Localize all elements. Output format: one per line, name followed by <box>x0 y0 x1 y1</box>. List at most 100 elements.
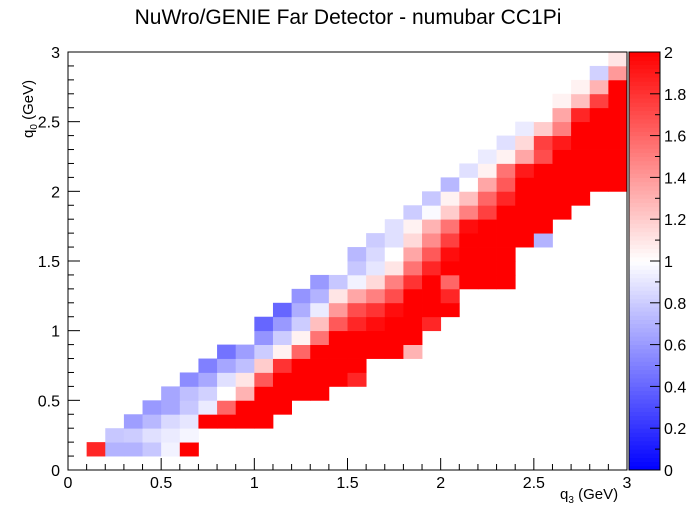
color-scale-band <box>629 240 660 245</box>
color-scale-band <box>629 72 660 78</box>
color-scale-band <box>629 97 660 103</box>
heatmap-cell <box>515 205 535 220</box>
color-scale-band <box>629 135 660 141</box>
y-tick-label: 1.5 <box>38 254 60 271</box>
color-scale-band <box>629 428 660 433</box>
color-scale-band <box>629 382 660 387</box>
heatmap-cell <box>254 316 274 332</box>
color-scale-band <box>629 373 660 379</box>
color-scale-band <box>629 198 660 203</box>
heatmap-cell <box>608 52 628 67</box>
heatmap-cell <box>179 428 199 443</box>
heatmap-cell <box>105 428 125 443</box>
color-scale-band <box>629 290 660 295</box>
color-scale-band <box>629 432 660 438</box>
heatmap-cell <box>403 205 423 220</box>
heatmap-cell <box>179 414 199 429</box>
color-scale-label: 0.6 <box>664 338 686 355</box>
heatmap-cell <box>217 400 237 415</box>
color-scale-band <box>629 118 660 124</box>
heatmap-cell <box>366 247 386 262</box>
heatmap-cell <box>552 121 572 136</box>
heatmap-cell <box>533 191 553 206</box>
heatmap-cell <box>552 177 572 192</box>
heatmap-cell <box>533 135 553 150</box>
heatmap-cell <box>347 372 367 387</box>
color-scale-band <box>629 352 660 358</box>
heatmap-cell <box>533 233 553 248</box>
color-scale-band <box>629 269 660 275</box>
heatmap-cell <box>477 191 497 206</box>
heatmap-cell <box>571 121 591 136</box>
heatmap-cell <box>366 344 386 359</box>
color-scale-band <box>629 143 660 149</box>
color-scale-band <box>629 311 660 316</box>
heatmap-cell <box>422 247 442 262</box>
color-scale-label: 2 <box>664 45 673 62</box>
y-tick-label: 3 <box>51 45 60 62</box>
heatmap-cell <box>254 414 274 429</box>
heatmap-cell <box>347 261 367 276</box>
heatmap-cell <box>198 358 218 373</box>
x-tick-label: 0.5 <box>150 475 172 492</box>
heatmap-cell <box>440 261 460 276</box>
heatmap-cell <box>608 149 628 164</box>
x-axis-label: q3 (GeV) <box>560 486 619 506</box>
color-scale-band <box>629 398 660 404</box>
heatmap-cell <box>459 191 479 206</box>
color-scale-band <box>629 210 660 216</box>
heatmap-cell <box>440 177 460 192</box>
heatmap-cell <box>291 386 311 401</box>
heatmap-cell <box>310 344 330 359</box>
color-scale-band <box>629 319 660 325</box>
heatmap-cell <box>384 233 404 248</box>
color-scale-label: 1.8 <box>664 87 686 104</box>
color-scale-band <box>629 277 660 283</box>
heatmap-cell <box>477 219 497 234</box>
color-scale-band <box>629 60 660 66</box>
color-scale-band <box>629 152 660 157</box>
color-scale-band <box>629 315 660 321</box>
heatmap-cell <box>496 233 516 248</box>
heatmap-cell <box>459 219 479 234</box>
heatmap-cell <box>272 386 292 401</box>
heatmap-cell <box>533 163 553 178</box>
heatmap-cell <box>347 274 367 290</box>
heatmap-cell <box>496 261 516 276</box>
heatmap-cell <box>328 302 348 318</box>
heatmap-cell <box>459 205 479 220</box>
color-scale-label: 0.8 <box>664 296 686 313</box>
color-scale-band <box>629 444 660 450</box>
heatmap-cell <box>328 288 348 304</box>
color-scale-band <box>629 52 660 57</box>
color-scale-band <box>629 235 660 241</box>
color-scale-band <box>629 440 660 446</box>
heatmap-cell <box>589 121 609 136</box>
heatmap-cell <box>328 358 348 373</box>
color-scale-band <box>629 357 660 362</box>
axes: 0 0.5 1 1.5 2 2.5 3 0 0.5 1 1.5 2 2.5 3 <box>38 45 632 492</box>
heatmap-cell <box>571 191 591 206</box>
color-scale-band <box>629 131 660 137</box>
heatmap-cell <box>384 247 404 262</box>
heatmap-cell <box>179 442 199 457</box>
heatmap-cell <box>422 302 442 318</box>
color-scale-band <box>629 56 660 61</box>
heatmap-cell <box>105 442 125 457</box>
color-scale-band <box>629 223 660 229</box>
heatmap-cell <box>142 414 162 429</box>
color-scale-band <box>629 148 660 153</box>
x-tick-label: 2 <box>436 475 445 492</box>
heatmap-cell <box>440 274 460 290</box>
heatmap-cell <box>589 107 609 123</box>
heatmap-cell <box>272 372 292 387</box>
heatmap-cell <box>440 233 460 248</box>
heatmap-cell <box>310 372 330 387</box>
heatmap-cell <box>571 177 591 192</box>
color-scale-band <box>629 369 660 375</box>
heatmap-cell <box>272 302 292 318</box>
heatmap-cell <box>533 177 553 192</box>
color-scale-band <box>629 261 660 266</box>
heatmap-cell <box>440 288 460 304</box>
